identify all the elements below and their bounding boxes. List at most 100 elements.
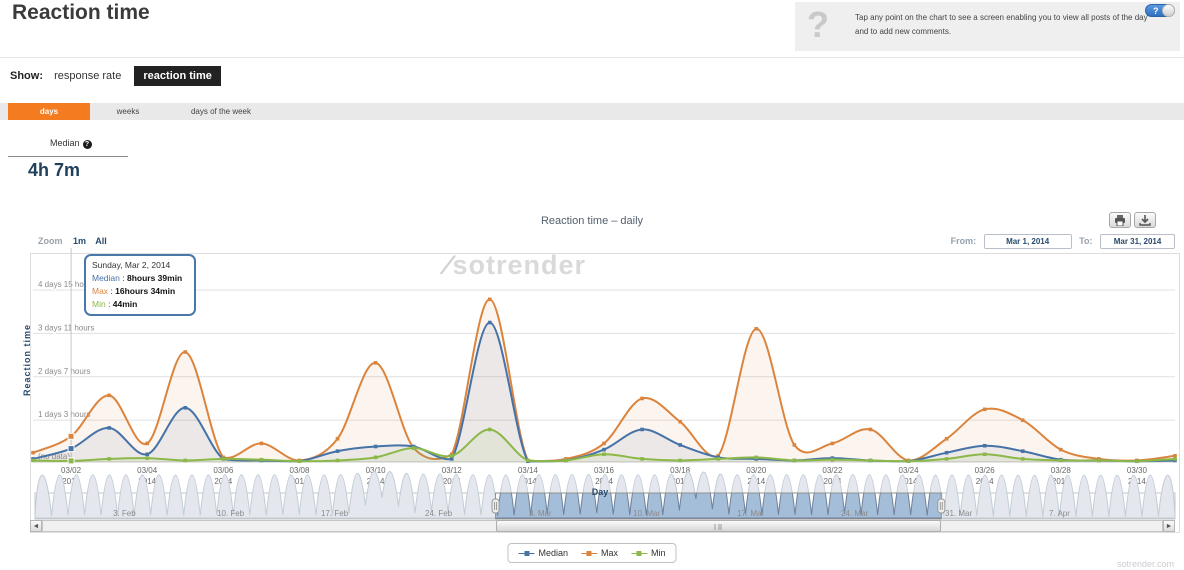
show-option-reaction-time[interactable]: reaction time [134, 66, 221, 86]
y-axis-label: 3 days 11 hours [38, 323, 94, 332]
metric-rule [8, 156, 128, 157]
max-point[interactable] [67, 432, 75, 440]
min-point[interactable] [335, 458, 340, 463]
legend-item-max[interactable]: Max [581, 548, 618, 558]
max-point[interactable] [107, 393, 111, 398]
min-point[interactable] [145, 456, 149, 460]
tab-weeks[interactable]: weeks [116, 107, 140, 116]
max-point[interactable] [183, 350, 188, 354]
min-point[interactable] [868, 458, 873, 463]
median-point[interactable] [107, 426, 111, 430]
min-point[interactable] [31, 458, 35, 463]
scrollbar-thumb[interactable] [495, 520, 942, 532]
min-point[interactable] [944, 457, 949, 461]
min-point[interactable] [449, 454, 454, 458]
min-point[interactable] [602, 452, 606, 457]
median-point[interactable] [67, 445, 75, 453]
tab-days-of-week[interactable]: days of the week [190, 107, 252, 116]
navigator-right-handle[interactable] [937, 498, 946, 514]
min-point[interactable] [792, 458, 797, 463]
min-point[interactable] [1173, 457, 1177, 461]
max-point[interactable] [830, 441, 835, 446]
zoom-all-button[interactable]: All [95, 236, 107, 246]
median-point[interactable] [640, 427, 644, 432]
max-point[interactable] [982, 407, 987, 412]
min-point[interactable] [716, 457, 720, 461]
scrollbar-right-arrow[interactable]: ► [1163, 520, 1175, 532]
zoom-1m-button[interactable]: 1m [73, 236, 87, 246]
x-axis-label: 03/26 [975, 466, 996, 475]
min-point[interactable] [373, 455, 378, 460]
median-point[interactable] [145, 452, 149, 457]
min-point[interactable] [183, 458, 188, 463]
show-option-response-rate[interactable]: response rate [54, 70, 122, 82]
max-point[interactable] [944, 436, 949, 441]
min-point[interactable] [830, 457, 835, 462]
legend-item-min[interactable]: Min [631, 548, 666, 558]
x-axis-label: 03/08 [289, 466, 310, 475]
tab-strip: days weeks days of the week [0, 103, 1184, 120]
min-point[interactable] [906, 459, 911, 464]
max-point[interactable] [678, 419, 682, 424]
navigator-label: 7. Apr [1049, 509, 1070, 518]
max-point[interactable] [373, 361, 378, 365]
max-point[interactable] [640, 396, 644, 401]
min-point[interactable] [297, 459, 302, 464]
median-point[interactable] [678, 443, 682, 447]
max-point[interactable] [335, 436, 340, 441]
max-point[interactable] [31, 450, 35, 455]
min-point[interactable] [1097, 458, 1101, 463]
to-label: To: [1079, 236, 1093, 246]
navigator-left-handle[interactable] [491, 498, 500, 514]
max-point[interactable] [145, 441, 149, 446]
max-point[interactable] [1020, 418, 1025, 422]
max-point[interactable] [1173, 454, 1177, 458]
min-point[interactable] [1059, 458, 1063, 463]
min-point[interactable] [259, 457, 264, 462]
min-point[interactable] [564, 458, 568, 463]
min-point[interactable] [526, 458, 530, 463]
min-point[interactable] [107, 457, 111, 461]
min-point[interactable] [488, 427, 492, 432]
download-button[interactable] [1134, 212, 1156, 228]
tooltip-median-value: 8hours 39min [126, 273, 183, 283]
max-point[interactable] [488, 297, 492, 302]
min-point[interactable] [221, 457, 226, 461]
median-point[interactable] [1020, 449, 1025, 453]
min-point[interactable] [640, 457, 644, 461]
min-point[interactable] [678, 458, 682, 463]
footer-brand: sotrender.com [1116, 559, 1174, 569]
help-toggle[interactable]: ? [1145, 4, 1175, 17]
tab-days[interactable]: days [8, 103, 90, 120]
print-button[interactable] [1109, 212, 1131, 228]
max-point[interactable] [602, 441, 606, 446]
median-point[interactable] [944, 450, 949, 455]
median-point[interactable] [183, 405, 188, 410]
max-point[interactable] [868, 427, 873, 432]
legend-item-median[interactable]: Median [518, 548, 568, 558]
min-point[interactable] [1135, 459, 1139, 464]
from-date-input[interactable] [983, 234, 1072, 249]
info-icon[interactable]: ? [82, 140, 92, 149]
median-point[interactable] [982, 443, 987, 448]
max-point[interactable] [259, 441, 264, 446]
max-point[interactable] [754, 326, 759, 331]
median-point[interactable] [335, 449, 340, 453]
median-point[interactable] [373, 444, 378, 449]
median-point[interactable] [449, 457, 454, 461]
min-point[interactable] [754, 455, 759, 460]
to-date-input[interactable] [1100, 234, 1175, 249]
max-point[interactable] [792, 443, 797, 447]
scrollbar-left-arrow[interactable]: ◄ [30, 520, 42, 532]
min-point[interactable] [1020, 457, 1025, 461]
max-point[interactable] [1059, 447, 1063, 452]
min-point[interactable] [982, 452, 987, 457]
min-point[interactable] [411, 446, 416, 450]
min-point[interactable] [67, 457, 75, 465]
x-axis-label: 03/14 [518, 466, 539, 475]
median-point[interactable] [602, 447, 606, 452]
show-label: Show: [10, 70, 43, 82]
min-points[interactable] [31, 427, 1177, 465]
median-point[interactable] [488, 320, 492, 325]
y-axis-label: 1 days 3 hours [38, 410, 90, 419]
